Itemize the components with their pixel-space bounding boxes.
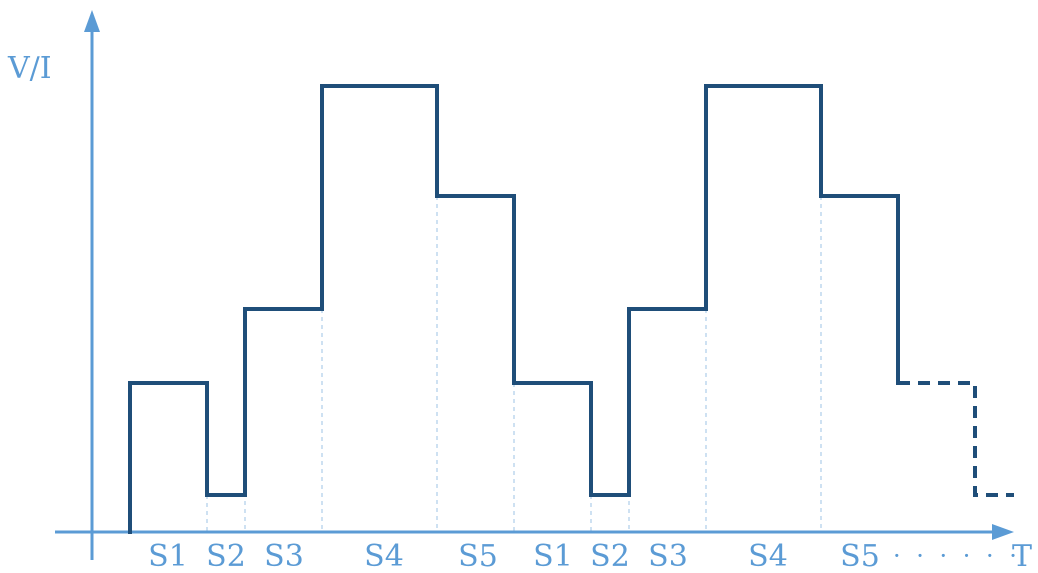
segment-label: S2 [206, 539, 246, 573]
segment-label: S4 [748, 539, 788, 573]
waveform-solid [128, 84, 900, 534]
segment-labels: S1 S2 S3 S4 S5 S1 S2 S3 S4 S5 [148, 539, 880, 573]
segment-label: S5 [458, 539, 498, 573]
segment-label: S1 [148, 539, 188, 573]
waveform-continuation-dashed [898, 381, 1014, 497]
segment-label: S1 [533, 539, 573, 573]
x-axis-label: T [1012, 539, 1032, 573]
segment-label: S3 [648, 539, 688, 573]
x-axis-arrow-icon [992, 524, 1014, 540]
axes [55, 10, 1014, 560]
y-axis-arrow-icon [84, 10, 100, 32]
continuation-dots: · · · · · · [893, 542, 1021, 570]
segment-label: S4 [364, 539, 404, 573]
segment-label: S2 [590, 539, 630, 573]
y-axis-label: V/I [7, 51, 52, 86]
segment-label: S3 [264, 539, 304, 573]
segment-label: S5 [840, 539, 880, 573]
